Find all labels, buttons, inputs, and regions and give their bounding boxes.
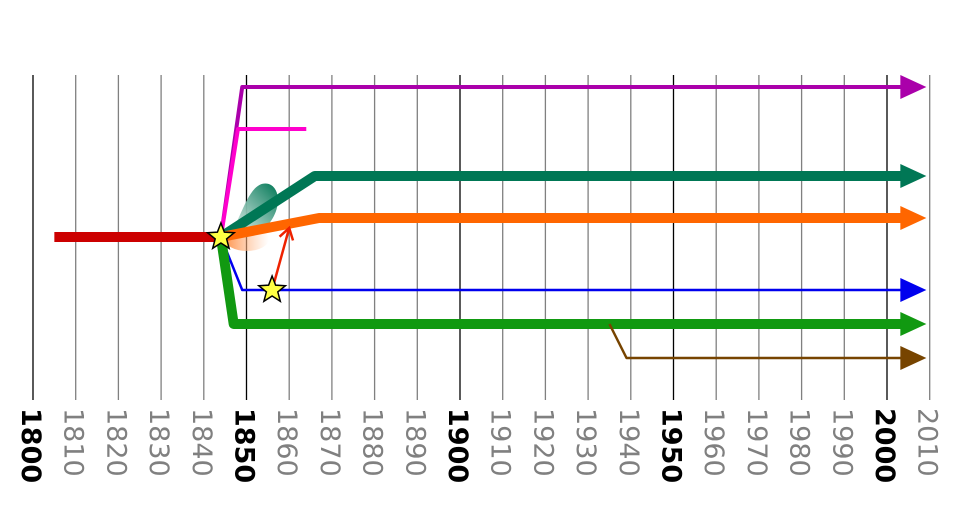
year-label-1870: 1870	[314, 408, 345, 477]
year-label-1960: 1960	[698, 408, 729, 477]
year-label-1950: 1950	[656, 408, 687, 483]
event-markers	[205, 220, 288, 303]
branch-brown	[608, 323, 909, 360]
year-label-1880: 1880	[357, 408, 388, 477]
year-label-1850: 1850	[229, 408, 260, 483]
arrowhead-purple	[900, 75, 927, 99]
star-marker-1	[256, 273, 288, 303]
year-tick-labels: 1800 1810 1820 1830 1840 1850 1860 1870 1880 1890…	[15, 408, 943, 483]
arrowhead-teal	[900, 164, 927, 188]
branch-magenta	[218, 127, 307, 238]
year-label-2000: 2000	[869, 408, 900, 483]
year-label-1930: 1930	[570, 408, 601, 477]
year-label-1980: 1980	[784, 408, 815, 477]
transition-blue-to-orange	[270, 227, 291, 291]
branch-green	[215, 236, 909, 329]
year-label-1820: 1820	[100, 408, 131, 477]
year-label-2010: 2010	[912, 408, 943, 477]
year-label-1970: 1970	[741, 408, 772, 477]
arrowhead-brown	[900, 346, 927, 370]
year-label-1990: 1990	[826, 408, 857, 477]
year-label-1890: 1890	[399, 408, 430, 477]
branch-orange	[219, 213, 909, 242]
year-label-1900: 1900	[442, 408, 473, 483]
arrowhead-green	[900, 312, 927, 336]
year-label-1810: 1810	[58, 408, 89, 477]
year-label-1910: 1910	[485, 408, 516, 477]
star-marker-0	[205, 220, 237, 250]
lineage-branches	[54, 75, 927, 370]
year-label-1860: 1860	[271, 408, 302, 477]
year-label-1940: 1940	[613, 408, 644, 477]
year-label-1830: 1830	[143, 408, 174, 477]
year-label-1800: 1800	[15, 408, 46, 483]
arrowhead-orange	[900, 206, 927, 230]
arrowhead-blue	[900, 278, 927, 302]
transition-arrowhead-blue-to-orange	[278, 225, 295, 241]
branch-blue	[219, 236, 909, 292]
year-label-1920: 1920	[527, 408, 558, 477]
year-label-1840: 1840	[186, 408, 217, 477]
branch-teal	[218, 171, 909, 242]
